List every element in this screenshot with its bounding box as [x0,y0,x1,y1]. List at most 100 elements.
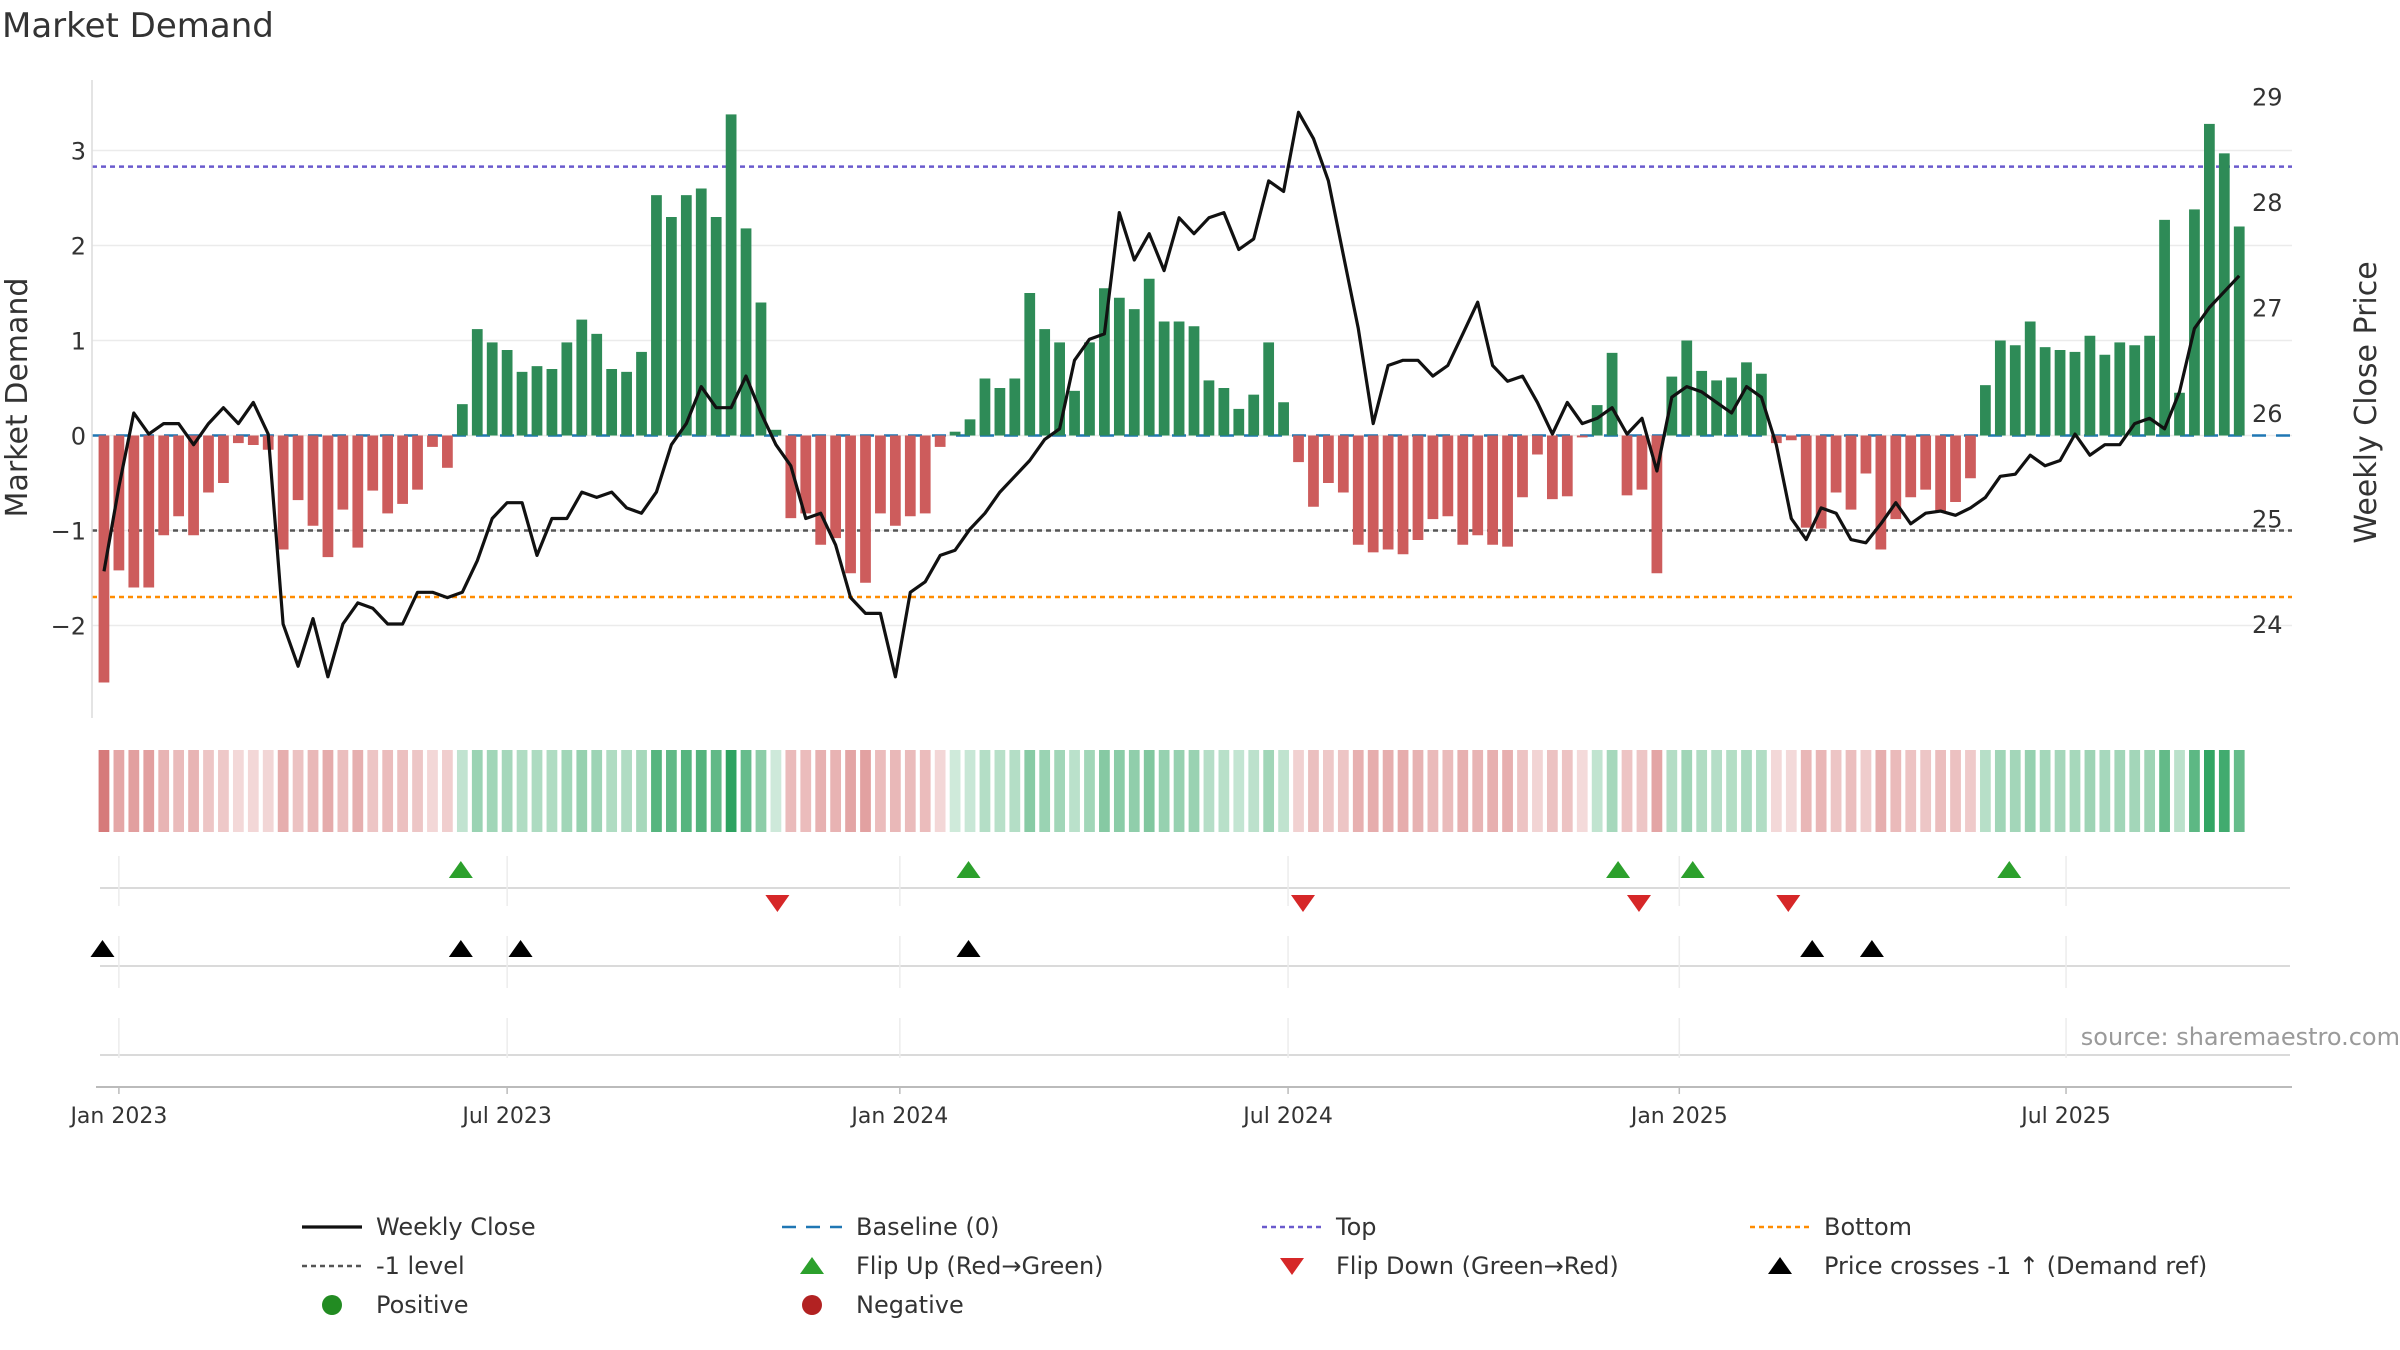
x-tick-label: Jul 2023 [460,1104,552,1129]
demand-bar [1711,380,1722,436]
demand-bar [1099,288,1110,436]
flip-up-marker [1606,861,1631,878]
demand-bar [2009,345,2021,436]
heat-cell [173,750,185,832]
heat-cell [2233,750,2245,832]
heat-cell [889,750,901,832]
heat-cell [218,750,229,832]
legend-symbol-positive-dot [300,1286,364,1324]
heat-cell [1397,750,1409,832]
price-cross-marker [1800,940,1825,957]
demand-bar [1084,342,1095,436]
heat-cell [1233,750,1245,832]
demand-bar [695,188,707,436]
heat-cell [1293,750,1304,832]
legend-label: Price crosses -1 ↑ (Demand ref) [1824,1252,2208,1280]
heat-cell [2054,750,2066,832]
heat-cell [531,750,543,832]
heat-cell [1980,750,1991,832]
demand-bar [2069,351,2081,436]
demand-bar [2189,209,2200,436]
demand-bar [1502,435,1513,547]
demand-bar [277,435,289,550]
heat-cell [382,750,394,832]
demand-bar [889,435,901,526]
demand-bar [1890,435,1902,520]
heat-cell [2144,750,2156,832]
heat-cell [516,750,528,832]
chart-title: Market Demand [2,6,274,46]
demand-bar [456,404,468,436]
x-tick-label: Jan 2024 [849,1104,948,1129]
heat-cell [1442,750,1454,832]
demand-bar [2039,347,2051,436]
heat-cell [2069,750,2081,832]
flip-up-marker [1997,861,2022,878]
heat-cell [501,750,513,832]
demand-bar [576,319,588,436]
heat-cell [1726,750,1737,832]
legend-symbol-flip-down [1260,1247,1324,1285]
demand-bar [2129,345,2141,436]
demand-bar [1935,435,1946,512]
demand-bar [1741,362,1752,436]
legend-label: Top [1336,1213,1377,1241]
demand-bar [1920,435,1932,490]
demand-bar [2203,123,2215,436]
legend-symbol-flip-up [780,1247,844,1285]
heat-cell [1158,750,1170,832]
flip-up-marker [1680,861,1705,878]
heat-cell [442,750,453,832]
demand-bar [1576,435,1588,438]
demand-bar [2024,321,2036,436]
demand-bar [1546,435,1558,500]
demand-bar [740,228,752,436]
demand-bar [830,435,842,539]
heat-cell [397,750,408,832]
heat-cell [1830,750,1842,832]
demand-bar [1800,435,1812,528]
demand-bar [1442,435,1454,517]
heat-cell [143,750,155,832]
demand-bar [1830,435,1842,493]
heat-cell [1770,750,1782,832]
demand-bar [1860,435,1872,474]
heat-cell [1487,750,1499,832]
demand-bar [2218,153,2230,436]
heat-cell [1039,750,1051,832]
heat-cell [2024,750,2036,832]
demand-bar [471,329,483,436]
heat-cell [636,750,647,832]
demand-bar [1651,435,1663,574]
heat-cell [1069,750,1080,832]
demand-bar [1143,278,1155,436]
demand-bar [1024,293,1036,436]
demand-bar [1248,394,1260,436]
heat-cell [1800,750,1812,832]
legend-label: Flip Up (Red→Green) [856,1252,1104,1280]
demand-bar [934,435,946,447]
legend-label: Negative [856,1291,964,1319]
heat-cell [307,750,319,832]
heat-cell [830,750,842,832]
legend-item-cross: Price crosses -1 ↑ (Demand ref) [1748,1247,2207,1285]
heat-cell [1173,750,1185,832]
demand-bar [2144,335,2156,436]
demand-bar [785,435,797,519]
heat-cell [1621,750,1633,832]
demand-bar [1472,435,1484,536]
demand-bar [860,435,871,583]
legend-symbol-negative-dot [780,1286,844,1324]
heat-cell [1323,750,1334,832]
heat-cell [2129,750,2141,832]
x-tick-label: Jan 2023 [68,1104,167,1129]
heat-cell [651,750,662,832]
demand-bar [979,378,991,436]
heat-cell [1666,750,1678,832]
demand-bar [1188,326,1200,436]
heat-cell [158,750,170,832]
heat-cell [1278,750,1289,832]
demand-bar [501,350,513,436]
heat-cell [695,750,707,832]
demand-bar [1756,373,1767,436]
